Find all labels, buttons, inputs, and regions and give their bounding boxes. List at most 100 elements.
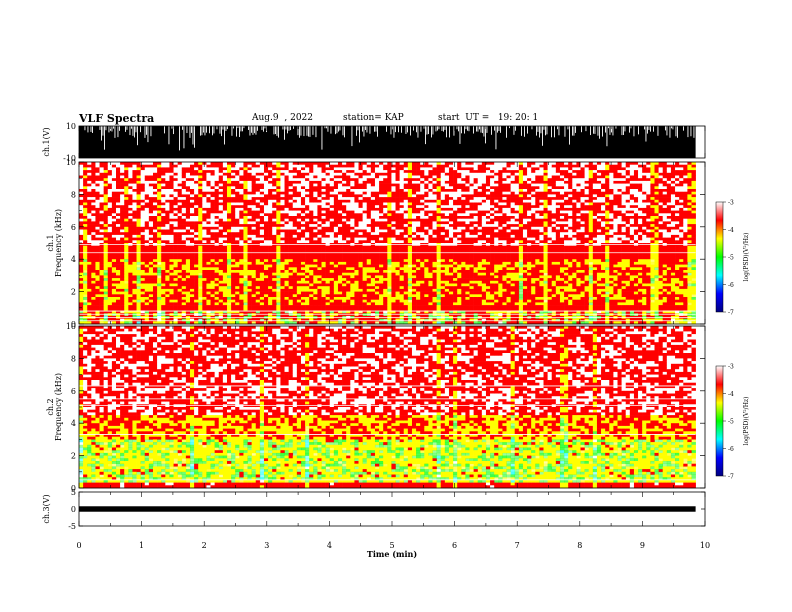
ch1-spec-cell	[337, 180, 343, 184]
ch1-spec-cell	[177, 178, 183, 182]
ch1-spec-cell	[395, 313, 400, 317]
ch1-spec-cell	[189, 288, 195, 292]
ch1-spec-cell	[276, 186, 281, 190]
ch1-spec-cell	[268, 302, 273, 306]
ch1-spec-cell	[181, 240, 187, 244]
ch1-spec-cell	[116, 167, 121, 171]
ch1-spec-cell	[317, 321, 322, 325]
ch1-spec-cell	[218, 270, 224, 273]
ch1-spec-cell	[83, 234, 88, 238]
ch1-spec-cell	[132, 164, 137, 168]
ch1-spec-cell	[317, 170, 322, 174]
ch1-spec-cell	[99, 310, 104, 314]
ch1-spec-cell	[333, 278, 339, 282]
ch1-spec-cell	[370, 259, 376, 263]
ch1-spec-cell	[395, 232, 400, 236]
ch1-spec-cell	[411, 275, 417, 279]
ch1-spec-cell	[177, 167, 183, 171]
ch1-spec-cell	[231, 221, 236, 225]
ch1-spec-cell	[87, 299, 92, 303]
ch1-spec-cell	[337, 240, 343, 244]
ch1-spec-cell	[165, 318, 170, 322]
ch1-spec-cell	[329, 162, 335, 165]
ch1-spec-cell	[391, 261, 396, 265]
ch1-spec-cell	[239, 278, 244, 282]
ch1-spec-cell	[181, 299, 187, 303]
ch1-spec-cell	[259, 234, 265, 238]
ch1-spec-cell	[288, 202, 294, 206]
ch1-spec-cell	[272, 229, 277, 233]
ch1-spec-cell	[333, 178, 339, 182]
ch1-spec-cell	[276, 318, 281, 322]
ch1-spec-cell	[132, 321, 137, 325]
ch1-spec-cell	[272, 313, 277, 317]
ch1-spec-cell	[358, 170, 363, 174]
ch1-spec-cell	[399, 253, 405, 257]
ch1-spec-cell	[305, 267, 310, 271]
ch1-spec-cell	[276, 264, 281, 268]
ch1-spec-cell	[148, 272, 154, 276]
ch1-spec-cell	[300, 210, 306, 214]
ch1-spec-cell	[255, 207, 261, 211]
ch1-spec-cell	[403, 253, 409, 257]
ch1-spec-cell	[239, 291, 244, 295]
ch1-spec-cell	[140, 245, 146, 249]
ch1-spec-cell	[329, 248, 335, 252]
ch1-spec-cell	[136, 199, 141, 203]
ch1-spec-cell	[235, 216, 240, 219]
ch1-spec-cell	[321, 194, 326, 198]
ch1-spec-cell	[329, 286, 335, 290]
ch1-spec-cell	[403, 261, 409, 265]
ch1-spec-cell	[239, 310, 244, 314]
ch1-spec-cell	[144, 286, 150, 290]
ch1-spec-cell	[107, 167, 113, 171]
ch1-spec-cell	[292, 226, 298, 230]
ch1-spec-cell	[416, 170, 421, 174]
ch1-spec-cell	[362, 313, 368, 317]
ch1-spec-cell	[288, 226, 294, 230]
ch1-spec-cell	[370, 216, 376, 219]
ch1-spec-cell	[292, 189, 298, 192]
ch1-spec-cell	[198, 162, 203, 165]
ch1-spec-cell	[185, 164, 191, 168]
ch1-spec-cell	[255, 302, 261, 306]
ch1-spec-cell	[366, 272, 372, 276]
ch1-spec-cell	[111, 318, 117, 322]
ch1-spec-cell	[374, 202, 380, 206]
ch1-spec-cell	[350, 305, 355, 309]
ch1-spec-cell	[321, 167, 326, 171]
ch1-spec-cell	[342, 194, 347, 198]
ch1-spec-cell	[333, 313, 339, 317]
ch1-spec-cell	[411, 205, 417, 209]
ch1-spec-cell	[411, 278, 417, 282]
ch1-spec-cell	[317, 175, 322, 179]
ch1-spec-cell	[399, 164, 405, 168]
ch1-spec-cell	[161, 221, 166, 225]
ch1-spec-cell	[202, 283, 207, 287]
ch1-spec-cell	[383, 205, 388, 209]
ch1-spec-cell	[222, 280, 228, 284]
ch1-spec-cell	[305, 189, 310, 192]
ch1-spec-cell	[128, 232, 133, 236]
ch1-spec-cell	[87, 197, 92, 201]
ch1-spec-cell	[87, 253, 92, 257]
ch1-spec-cell	[169, 205, 174, 209]
ch1-spec-cell	[387, 278, 392, 282]
ch1-spec-cell	[198, 286, 203, 290]
ch1-spec-cell	[185, 170, 191, 174]
ch1-spec-cell	[173, 264, 178, 268]
ch1-spec-cell	[165, 261, 170, 265]
ch1-spec-cell	[144, 226, 150, 230]
ch1-spec-cell	[83, 210, 88, 214]
ch1-spec-cell	[255, 264, 261, 268]
ch1-spec-cell	[95, 224, 100, 228]
ch1-spec-cell	[255, 194, 261, 198]
ch1-spec-cell	[276, 237, 281, 241]
ch1-spec-cell	[383, 294, 388, 298]
ch1-spec-cell	[144, 264, 150, 268]
ch1-spec-cell	[374, 313, 380, 317]
ch1-spec-cell	[379, 224, 384, 228]
ch1-spec-cell	[185, 283, 191, 287]
ch1-spec-cell	[226, 189, 232, 192]
ch1-spec-cell	[317, 218, 322, 222]
